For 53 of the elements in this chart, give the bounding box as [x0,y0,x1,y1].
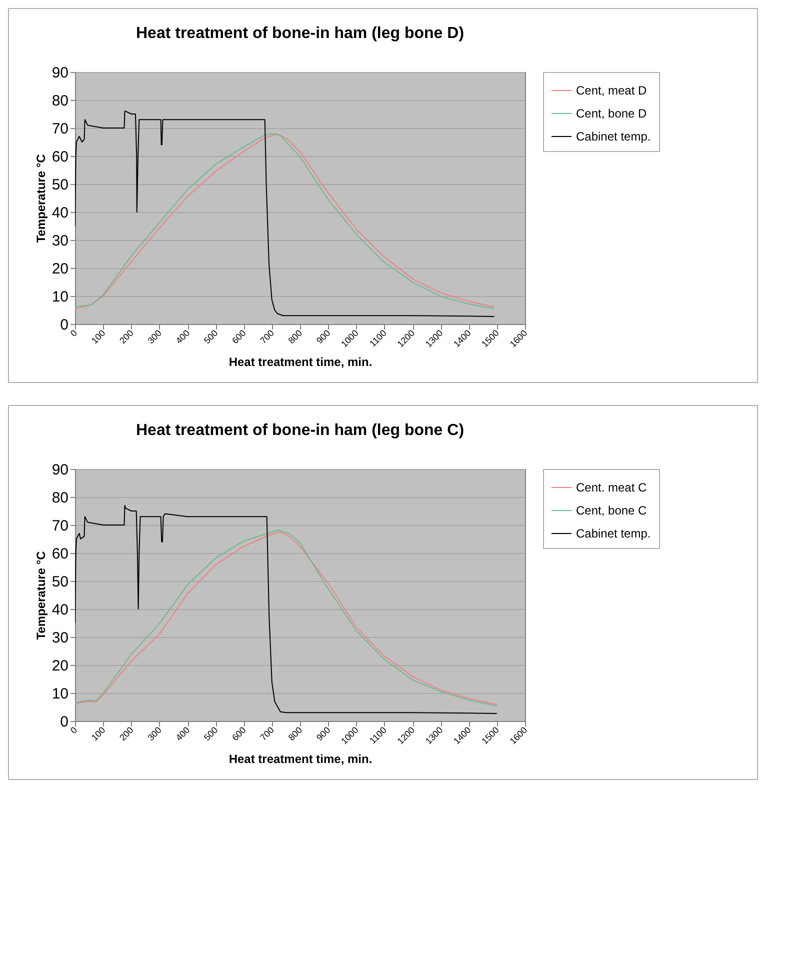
y-tick-label: 80 [52,92,68,110]
x-tick-label: 600 [230,328,248,346]
legend-label: Cent. meat C [576,480,648,494]
x-tick-label: 200 [118,724,136,743]
x-tick-label: 700 [258,328,276,346]
chart-title: Heat treatment of bone-in ham (leg bone C) [136,422,464,439]
y-tick-label: 0 [60,316,68,334]
x-tick-label: 800 [286,724,304,743]
x-tick-label: 900 [314,724,332,743]
y-tick-label: 20 [52,658,68,674]
y-tick-label: 20 [52,260,68,278]
x-tick-label: 300 [146,328,164,346]
y-tick-label: 10 [52,686,68,702]
legend-label: Cabinet temp. [576,130,651,144]
legend-label: Cabinet temp. [576,526,651,540]
y-tick-label: 60 [52,546,68,562]
y-tick-label: 30 [52,232,68,250]
y-tick-label: 50 [52,574,68,590]
y-tick-label: 30 [52,630,68,646]
legend-label: Cent, meat D [576,84,648,98]
y-tick-label: 60 [52,148,68,166]
x-tick-label: 0 [68,328,80,339]
x-tick-label: 400 [174,724,192,743]
y-axis-title: Temperature °C [34,154,48,243]
y-tick-label: 0 [60,714,68,730]
line-series [75,504,498,714]
x-tick-label: 500 [202,724,220,743]
y-tick-label: 90 [52,462,68,478]
x-tick-label: 200 [118,328,136,346]
x-tick-label: 600 [230,724,248,743]
x-tick-label: 500 [202,328,220,346]
y-tick-label: 90 [52,64,68,82]
x-axis-title: Heat treatment time, min. [228,355,372,370]
y-tick-label: 10 [52,288,68,306]
y-tick-label: 40 [52,602,68,618]
chart-title: Heat treatment of bone-in ham (leg bone D) [136,25,464,42]
x-tick-label: 0 [68,724,80,736]
y-tick-label: 80 [52,490,68,506]
x-tick-label: 400 [174,328,192,346]
x-tick-label: 100 [89,328,108,346]
y-tick-label: 70 [52,120,68,138]
y-tick-label: 40 [52,204,68,222]
x-axis-title: Heat treatment time, min. [228,752,372,766]
x-tick-label: 100 [89,724,108,743]
y-tick-label: 50 [52,176,68,194]
x-tick-label: 700 [258,724,276,743]
legend-label: Cent, bone C [576,504,648,518]
legend-label: Cent, bone D [576,106,648,120]
x-tick-label: 300 [146,724,164,743]
y-tick-label: 70 [52,518,68,534]
y-axis-title: Temperature °C [34,550,48,640]
x-tick-label: 800 [286,328,304,346]
x-tick-label: 900 [314,328,332,346]
